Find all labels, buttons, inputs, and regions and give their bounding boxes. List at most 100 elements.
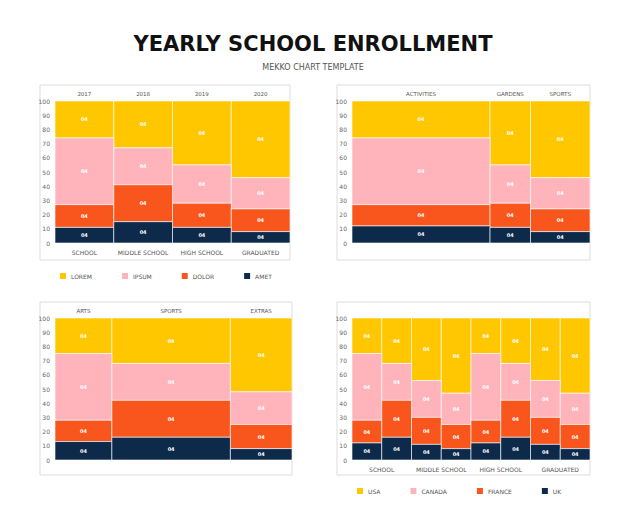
svg-text:04: 04 <box>482 384 489 390</box>
svg-text:60: 60 <box>339 371 347 378</box>
svg-text:04: 04 <box>363 384 370 390</box>
svg-text:SPORTS: SPORTS <box>550 91 572 97</box>
svg-text:80: 80 <box>339 126 347 133</box>
svg-text:04: 04 <box>453 353 460 359</box>
svg-text:20: 20 <box>339 211 347 218</box>
svg-text:40: 40 <box>339 400 347 407</box>
svg-text:04: 04 <box>418 168 425 174</box>
svg-text:100: 100 <box>336 98 348 105</box>
svg-text:04: 04 <box>258 451 265 457</box>
svg-text:04: 04 <box>363 429 370 435</box>
svg-text:EXTRAS: EXTRAS <box>251 308 273 314</box>
svg-text:2018: 2018 <box>136 91 150 97</box>
svg-text:MEKKO CHART TEMPLATE: MEKKO CHART TEMPLATE <box>262 63 363 72</box>
svg-text:04: 04 <box>80 448 87 454</box>
svg-text:60: 60 <box>42 371 50 378</box>
svg-text:04: 04 <box>572 353 579 359</box>
svg-text:80: 80 <box>42 126 50 133</box>
svg-text:04: 04 <box>418 231 425 237</box>
svg-text:04: 04 <box>542 449 549 455</box>
svg-text:04: 04 <box>80 428 87 434</box>
svg-text:0: 0 <box>343 457 347 464</box>
svg-text:04: 04 <box>507 232 514 238</box>
svg-text:70: 70 <box>339 140 347 147</box>
svg-text:04: 04 <box>168 416 175 422</box>
svg-text:AMET: AMET <box>255 273 272 280</box>
svg-text:70: 70 <box>42 140 50 147</box>
svg-text:04: 04 <box>557 217 564 223</box>
svg-text:04: 04 <box>572 434 579 440</box>
svg-text:04: 04 <box>140 229 147 235</box>
svg-text:04: 04 <box>482 429 489 435</box>
svg-text:04: 04 <box>168 446 175 452</box>
svg-text:04: 04 <box>168 338 175 344</box>
svg-text:0: 0 <box>343 240 347 247</box>
svg-text:04: 04 <box>557 136 564 142</box>
svg-text:IPSUM: IPSUM <box>133 273 152 280</box>
svg-text:04: 04 <box>542 346 549 352</box>
svg-text:04: 04 <box>363 333 370 339</box>
svg-text:10: 10 <box>42 225 50 232</box>
svg-text:60: 60 <box>42 154 50 161</box>
svg-text:04: 04 <box>423 449 430 455</box>
svg-text:04: 04 <box>140 121 147 127</box>
svg-text:04: 04 <box>198 232 205 238</box>
svg-text:10: 10 <box>339 225 347 232</box>
svg-text:04: 04 <box>81 232 88 238</box>
svg-text:04: 04 <box>557 190 564 196</box>
svg-text:04: 04 <box>257 190 264 196</box>
svg-text:04: 04 <box>512 416 519 422</box>
svg-text:SCHOOL: SCHOOL <box>72 249 98 256</box>
svg-text:10: 10 <box>42 442 50 449</box>
svg-text:40: 40 <box>339 183 347 190</box>
svg-text:04: 04 <box>81 168 88 174</box>
svg-text:04: 04 <box>507 212 514 218</box>
svg-text:SPORTS: SPORTS <box>160 308 182 314</box>
svg-text:MIDDLE SCHOOL: MIDDLE SCHOOL <box>416 466 467 473</box>
svg-text:50: 50 <box>339 386 347 393</box>
svg-text:04: 04 <box>482 333 489 339</box>
svg-text:04: 04 <box>418 212 425 218</box>
svg-text:90: 90 <box>339 112 347 119</box>
svg-text:60: 60 <box>339 154 347 161</box>
svg-text:90: 90 <box>42 329 50 336</box>
svg-text:04: 04 <box>80 384 87 390</box>
svg-text:04: 04 <box>512 446 519 452</box>
svg-text:04: 04 <box>482 448 489 454</box>
svg-text:30: 30 <box>339 414 347 421</box>
svg-text:04: 04 <box>423 428 430 434</box>
svg-text:04: 04 <box>512 338 519 344</box>
svg-text:HIGH SCHOOL: HIGH SCHOOL <box>479 466 522 473</box>
svg-text:04: 04 <box>423 346 430 352</box>
svg-text:0: 0 <box>46 457 50 464</box>
svg-text:04: 04 <box>140 200 147 206</box>
svg-text:USA: USA <box>368 488 381 495</box>
svg-text:04: 04 <box>542 396 549 402</box>
svg-text:04: 04 <box>258 352 265 358</box>
svg-text:FRANCE: FRANCE <box>488 488 512 495</box>
svg-text:04: 04 <box>572 451 579 457</box>
svg-text:04: 04 <box>453 451 460 457</box>
svg-text:04: 04 <box>198 181 205 187</box>
svg-text:MIDDLE SCHOOL: MIDDLE SCHOOL <box>118 249 169 256</box>
svg-text:04: 04 <box>363 448 370 454</box>
svg-text:90: 90 <box>42 112 50 119</box>
svg-text:30: 30 <box>42 414 50 421</box>
svg-text:0: 0 <box>46 240 50 247</box>
svg-text:10: 10 <box>339 442 347 449</box>
svg-text:80: 80 <box>339 343 347 350</box>
svg-text:04: 04 <box>258 405 265 411</box>
svg-text:04: 04 <box>81 213 88 219</box>
svg-text:GARDENS: GARDENS <box>497 91 525 97</box>
svg-text:80: 80 <box>42 343 50 350</box>
svg-text:04: 04 <box>198 212 205 218</box>
svg-text:90: 90 <box>339 329 347 336</box>
svg-text:50: 50 <box>42 169 50 176</box>
svg-text:04: 04 <box>393 416 400 422</box>
svg-text:100: 100 <box>39 315 51 322</box>
svg-text:40: 40 <box>42 183 50 190</box>
svg-text:04: 04 <box>257 136 264 142</box>
svg-text:70: 70 <box>42 357 50 364</box>
svg-text:04: 04 <box>572 406 579 412</box>
svg-text:04: 04 <box>393 338 400 344</box>
